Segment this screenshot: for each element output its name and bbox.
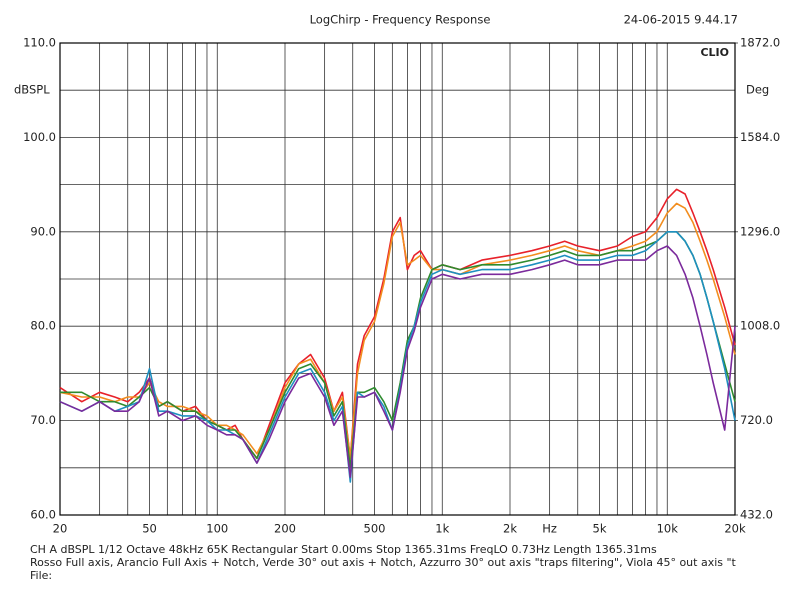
x-tick-label: 50 xyxy=(142,522,157,536)
y-tick-label: 90.0 xyxy=(30,224,56,238)
y-tick-label: 110.0 xyxy=(23,36,56,50)
x-tick-label: 5k xyxy=(593,522,607,536)
series-line xyxy=(60,231,736,469)
x-tick-label: 2k xyxy=(503,522,517,536)
y-tick-label: 70.0 xyxy=(30,413,56,427)
x-tick-label: 1k xyxy=(435,522,449,536)
y-tick-label: 100.0 xyxy=(23,130,56,144)
series-line xyxy=(59,245,736,478)
y2-tick-label: 1584.0 xyxy=(740,130,780,144)
chart-title: LogChirp - Frequency Response xyxy=(310,13,491,27)
timestamp: 24-06-2015 9.44.17 xyxy=(624,13,738,27)
x-tick-label: 500 xyxy=(364,522,386,536)
x-tick-label: 100 xyxy=(206,522,228,536)
y2-tick-label: 432.0 xyxy=(740,508,773,522)
x-tick-label: 10k xyxy=(657,522,679,536)
x-tick-label: 200 xyxy=(274,522,296,536)
series-line xyxy=(59,202,736,460)
series-line xyxy=(59,188,736,460)
series-line xyxy=(59,231,736,483)
footer-line: File: xyxy=(30,569,52,582)
footer-line: CH A dBSPL 1/12 Octave 48kHz 65K Rectang… xyxy=(30,543,657,556)
y2-tick-label: 1872.0 xyxy=(740,36,780,50)
y-axis-label: dBSPL xyxy=(14,83,50,97)
plot-frame xyxy=(59,42,736,516)
y2-tick-label: 1008.0 xyxy=(740,319,780,333)
y-tick-label: 80.0 xyxy=(30,319,56,333)
x-tick-label: Hz xyxy=(542,522,557,536)
y2-tick-label: 1296.0 xyxy=(740,224,780,238)
y2-axis-label: Deg xyxy=(746,83,769,97)
x-tick-label: 20k xyxy=(724,522,746,536)
x-tick-label: 20 xyxy=(53,522,68,536)
footer-line: Rosso Full axis, Arancio Full Axis + Not… xyxy=(30,556,737,569)
y-tick-label: 60.0 xyxy=(30,508,56,522)
brand: CLIO xyxy=(700,46,729,59)
y2-tick-label: 720.0 xyxy=(740,413,773,427)
